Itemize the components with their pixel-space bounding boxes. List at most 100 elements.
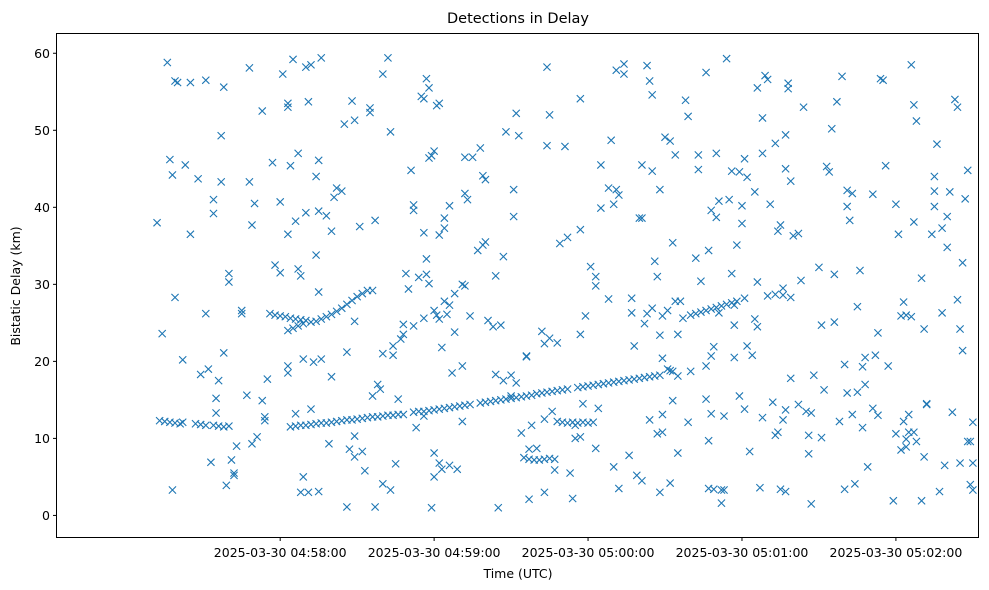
data-point-0-435 [694,150,703,159]
data-point-0-327 [491,271,500,280]
data-point-0-447 [709,342,718,351]
data-point-0-246 [348,97,357,106]
data-point-0-276 [409,206,418,215]
data-point-0-175 [217,131,226,140]
data-point-0-177 [219,348,228,357]
data-point-0-560 [899,298,908,307]
data-point-0-119 [358,289,367,298]
data-point-0-531 [843,186,852,195]
data-point-0-111 [317,315,326,323]
data-point-0-558 [897,445,906,454]
data-point-0-480 [753,322,762,331]
data-point-0-436 [694,165,703,174]
data-point-0-466 [735,167,744,176]
data-point-0-181 [224,278,233,287]
data-point-0-590 [950,95,959,104]
data-point-0-399 [640,319,649,328]
data-point-0-584 [938,308,947,317]
data-point-0-381 [607,136,616,145]
data-point-0-597 [961,194,970,203]
data-point-0-296 [435,99,444,108]
data-point-0-426 [673,330,682,339]
data-point-0-266 [386,127,395,136]
data-point-0-301 [437,343,446,352]
data-point-0-312 [458,280,467,289]
data-point-0-239 [330,193,339,202]
data-point-0-392 [627,294,636,303]
data-point-0-465 [735,392,744,401]
y-tick-label-6: 60 [34,46,50,61]
data-point-0-116 [342,300,351,309]
data-point-0-157 [171,293,179,302]
data-point-0-580 [930,202,939,211]
data-point-0-503 [786,374,795,383]
data-point-0-184 [230,469,239,478]
data-point-0-12 [224,422,233,431]
data-point-0-472 [743,341,752,350]
data-point-0-212 [291,409,300,418]
data-point-0-143 [732,297,741,306]
data-point-0-506 [794,400,803,409]
data-point-0-86 [519,453,528,462]
data-point-0-497 [781,130,790,139]
data-point-0-168 [204,365,213,374]
data-point-0-167 [201,76,210,85]
data-point-0-562 [902,442,911,451]
data-point-0-208 [283,362,292,370]
data-point-0-494 [776,221,785,230]
data-point-0-183 [230,471,239,480]
data-point-0-309 [450,328,459,337]
data-point-0-406 [648,304,657,313]
data-point-0-483 [758,149,767,158]
data-point-0-475 [748,351,757,360]
data-point-0-572 [917,274,926,283]
data-point-0-344 [525,445,534,454]
data-point-0-153 [163,58,172,67]
data-point-0-291 [430,449,439,458]
data-point-0-334 [507,371,516,380]
data-point-0-355 [545,334,554,343]
data-point-0-242 [340,120,349,129]
data-point-0-58 [527,391,536,400]
data-point-0-481 [755,483,764,492]
data-point-0-268 [391,459,400,468]
data-point-0-539 [856,266,864,275]
data-point-0-498 [781,487,790,496]
data-point-0-555 [891,200,900,209]
x-tick-label-3: 2025-03-30 05:01:00 [676,545,809,560]
data-point-0-490 [771,139,780,148]
data-point-0-326 [489,322,498,331]
data-point-0-369 [576,432,585,441]
data-point-0-454 [717,499,726,508]
data-point-0-124 [409,321,418,330]
data-point-0-329 [494,503,503,512]
data-point-0-348 [537,327,546,336]
data-point-0-325 [484,316,492,325]
data-point-0-390 [625,451,634,460]
data-point-0-368 [576,94,585,103]
data-point-0-121 [378,349,387,358]
data-point-0-543 [861,353,870,362]
data-point-0-278 [414,273,423,282]
data-point-0-154 [165,155,174,164]
data-point-0-240 [332,184,341,193]
data-point-0-310 [453,465,462,474]
data-point-0-438 [702,362,711,370]
data-point-0-585 [940,461,949,470]
data-point-0-418 [663,306,672,315]
data-point-0-104 [281,312,290,321]
data-point-0-163 [186,78,195,87]
data-point-0-474 [745,447,754,456]
data-point-0-581 [932,140,941,149]
data-points [153,53,977,512]
data-point-0-573 [920,325,929,334]
data-point-0-589 [948,408,957,417]
data-point-0-200 [268,158,277,167]
data-point-0-415 [658,410,667,419]
data-point-0-462 [730,321,739,330]
x-tick-label-4: 2025-03-30 05:02:00 [830,545,963,560]
data-point-0-216 [296,488,305,497]
data-point-0-583 [938,224,947,233]
data-point-0-441 [704,246,713,255]
